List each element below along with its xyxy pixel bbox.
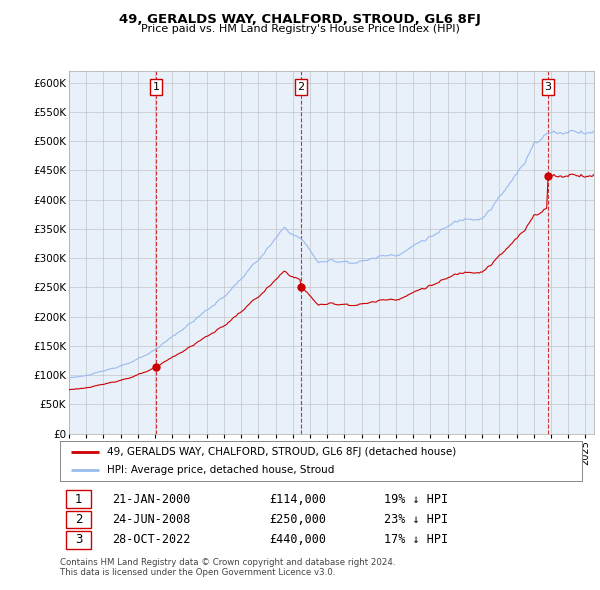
Text: 21-JAN-2000: 21-JAN-2000 <box>112 493 191 506</box>
Text: This data is licensed under the Open Government Licence v3.0.: This data is licensed under the Open Gov… <box>60 568 335 576</box>
Text: 19% ↓ HPI: 19% ↓ HPI <box>383 493 448 506</box>
FancyBboxPatch shape <box>66 511 91 528</box>
Text: £440,000: £440,000 <box>269 533 326 546</box>
Text: 49, GERALDS WAY, CHALFORD, STROUD, GL6 8FJ (detached house): 49, GERALDS WAY, CHALFORD, STROUD, GL6 8… <box>107 447 456 457</box>
Text: Contains HM Land Registry data © Crown copyright and database right 2024.: Contains HM Land Registry data © Crown c… <box>60 558 395 566</box>
Text: 1: 1 <box>152 82 160 92</box>
Text: 1: 1 <box>75 493 83 506</box>
Text: 49, GERALDS WAY, CHALFORD, STROUD, GL6 8FJ: 49, GERALDS WAY, CHALFORD, STROUD, GL6 8… <box>119 13 481 26</box>
Text: £114,000: £114,000 <box>269 493 326 506</box>
Text: £250,000: £250,000 <box>269 513 326 526</box>
FancyBboxPatch shape <box>66 531 91 549</box>
Text: 28-OCT-2022: 28-OCT-2022 <box>112 533 191 546</box>
Text: 23% ↓ HPI: 23% ↓ HPI <box>383 513 448 526</box>
Text: Price paid vs. HM Land Registry's House Price Index (HPI): Price paid vs. HM Land Registry's House … <box>140 24 460 34</box>
Text: 3: 3 <box>75 533 82 546</box>
Text: 24-JUN-2008: 24-JUN-2008 <box>112 513 191 526</box>
Text: 3: 3 <box>545 82 551 92</box>
FancyBboxPatch shape <box>66 490 91 508</box>
Text: 17% ↓ HPI: 17% ↓ HPI <box>383 533 448 546</box>
Text: 2: 2 <box>298 82 305 92</box>
Text: HPI: Average price, detached house, Stroud: HPI: Average price, detached house, Stro… <box>107 465 334 475</box>
Text: 2: 2 <box>75 513 83 526</box>
